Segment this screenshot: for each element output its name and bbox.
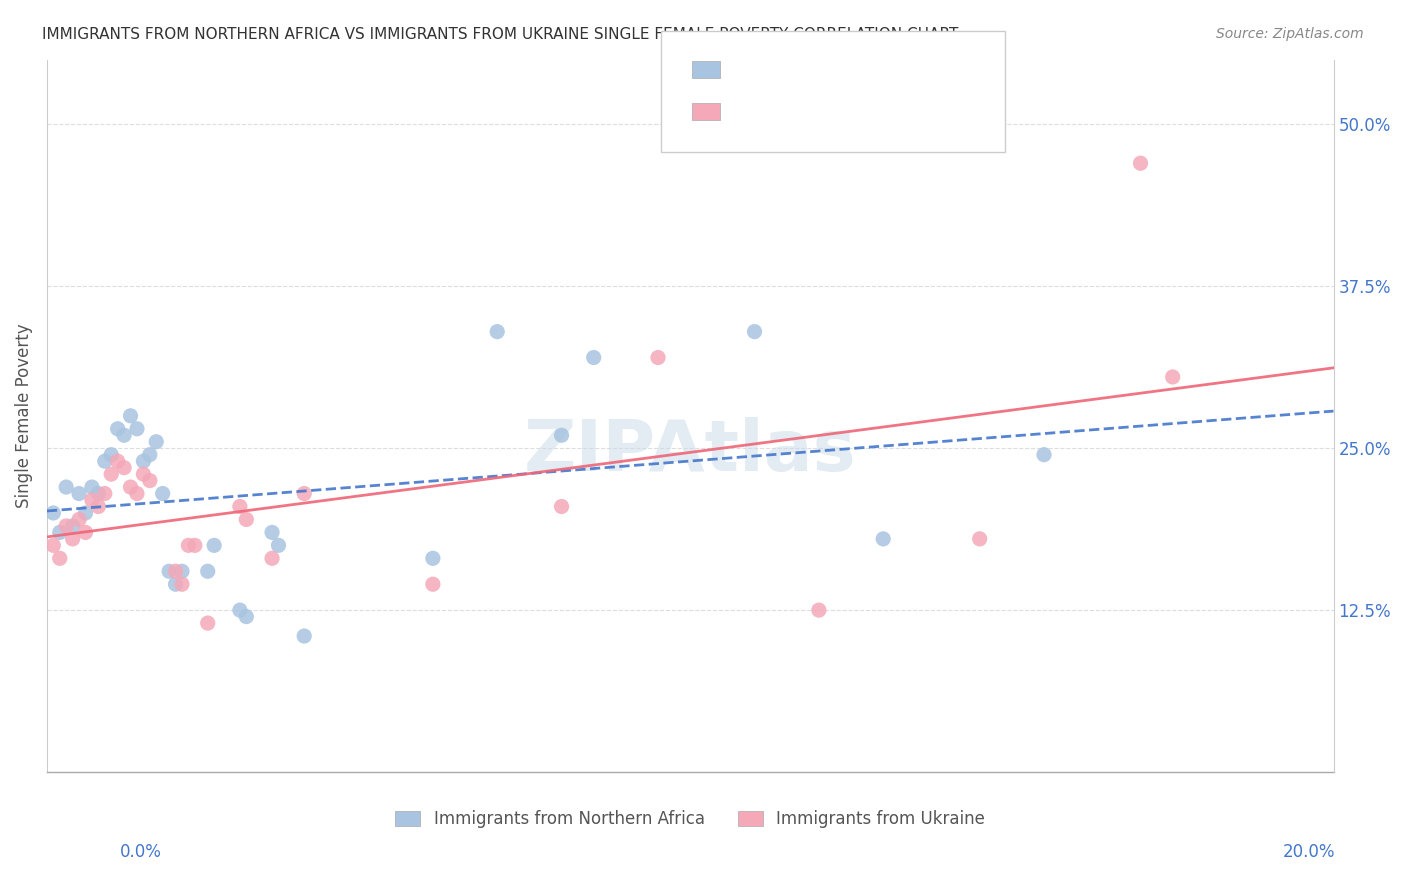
Point	[125, 486, 148, 500]
Point	[422, 577, 444, 591]
Point	[260, 525, 283, 540]
Text: R = 0.333: R = 0.333	[734, 61, 824, 78]
Point	[229, 500, 252, 514]
Text: 0.0%: 0.0%	[120, 843, 162, 861]
Point	[132, 467, 155, 482]
Point	[80, 480, 103, 494]
Text: R = 0.448: R = 0.448	[734, 103, 824, 120]
Text: IMMIGRANTS FROM NORTHERN AFRICA VS IMMIGRANTS FROM UKRAINE SINGLE FEMALE POVERTY: IMMIGRANTS FROM NORTHERN AFRICA VS IMMIG…	[42, 27, 959, 42]
Point	[165, 577, 187, 591]
Text: N = 32: N = 32	[839, 103, 903, 120]
Point	[107, 422, 129, 436]
Point	[49, 525, 72, 540]
Point	[112, 428, 135, 442]
Point	[267, 538, 290, 552]
Point	[75, 525, 97, 540]
Point	[100, 467, 122, 482]
Point	[422, 551, 444, 566]
Point	[120, 409, 142, 423]
Point	[165, 564, 187, 578]
Point	[107, 454, 129, 468]
Point	[260, 551, 283, 566]
Point	[94, 486, 117, 500]
Point	[120, 480, 142, 494]
Point	[184, 538, 207, 552]
Text: 20.0%: 20.0%	[1284, 843, 1336, 861]
Point	[80, 493, 103, 508]
Point	[152, 486, 174, 500]
Point	[1129, 156, 1152, 170]
Point	[145, 434, 167, 449]
Point	[807, 603, 830, 617]
Point	[157, 564, 180, 578]
Text: Source: ZipAtlas.com: Source: ZipAtlas.com	[1216, 27, 1364, 41]
Point	[87, 486, 110, 500]
Point	[42, 538, 65, 552]
Point	[550, 500, 572, 514]
Point	[87, 500, 110, 514]
Point	[94, 454, 117, 468]
Point	[67, 512, 90, 526]
Point	[49, 551, 72, 566]
Point	[177, 538, 200, 552]
Point	[202, 538, 225, 552]
Point	[62, 532, 84, 546]
Point	[139, 474, 162, 488]
Point	[582, 351, 605, 365]
Point	[235, 609, 257, 624]
Point	[197, 564, 219, 578]
Text: ZIPAtlas: ZIPAtlas	[524, 417, 856, 486]
Point	[486, 325, 509, 339]
Point	[647, 351, 669, 365]
Point	[67, 486, 90, 500]
Point	[132, 454, 155, 468]
Legend: Immigrants from Northern Africa, Immigrants from Ukraine: Immigrants from Northern Africa, Immigra…	[388, 804, 991, 835]
Point	[42, 506, 65, 520]
Point	[112, 460, 135, 475]
Point	[170, 577, 193, 591]
Point	[550, 428, 572, 442]
Point	[62, 519, 84, 533]
Point	[55, 519, 77, 533]
Point	[292, 629, 315, 643]
Point	[1033, 448, 1056, 462]
Point	[55, 480, 77, 494]
Point	[100, 448, 122, 462]
Y-axis label: Single Female Poverty: Single Female Poverty	[15, 324, 32, 508]
Point	[75, 506, 97, 520]
Point	[872, 532, 894, 546]
Point	[1161, 370, 1184, 384]
Point	[170, 564, 193, 578]
Point	[744, 325, 766, 339]
Point	[292, 486, 315, 500]
Point	[969, 532, 991, 546]
Point	[139, 448, 162, 462]
Point	[235, 512, 257, 526]
Point	[125, 422, 148, 436]
Text: N = 35: N = 35	[839, 61, 903, 78]
Point	[229, 603, 252, 617]
Point	[197, 616, 219, 631]
